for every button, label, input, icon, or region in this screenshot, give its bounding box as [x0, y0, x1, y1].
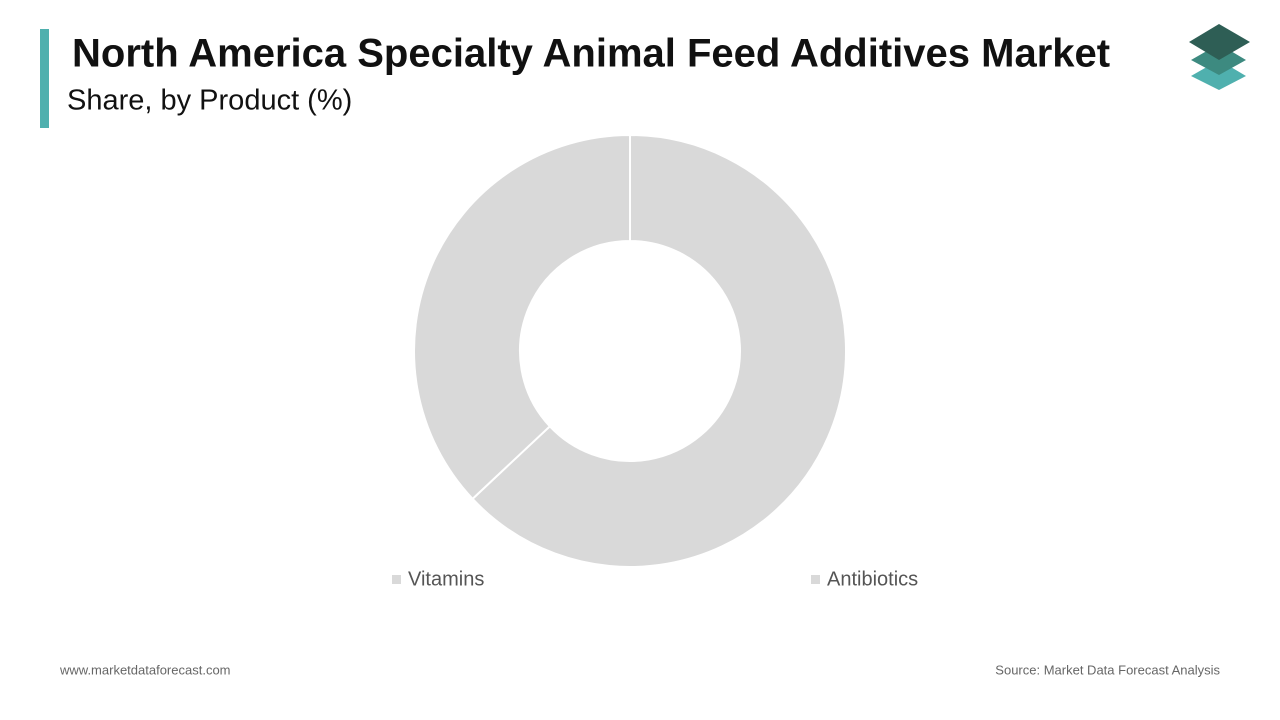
legend-label: Vitamins [408, 568, 484, 590]
logo [1189, 24, 1250, 90]
title-accent [40, 29, 49, 128]
chart-title: North America Specialty Animal Feed Addi… [72, 32, 1110, 76]
donut-slice [471, 133, 847, 568]
website: www.marketdataforecast.com [59, 662, 231, 677]
chart-subtitle: Share, by Product (%) [67, 85, 352, 117]
legend-swatch [392, 575, 401, 584]
legend-swatch [811, 575, 820, 584]
donut-slice [413, 133, 631, 501]
source: Source: Market Data Forecast Analysis [995, 662, 1220, 677]
legend-label: Antibiotics [827, 568, 918, 590]
donut [413, 133, 847, 568]
